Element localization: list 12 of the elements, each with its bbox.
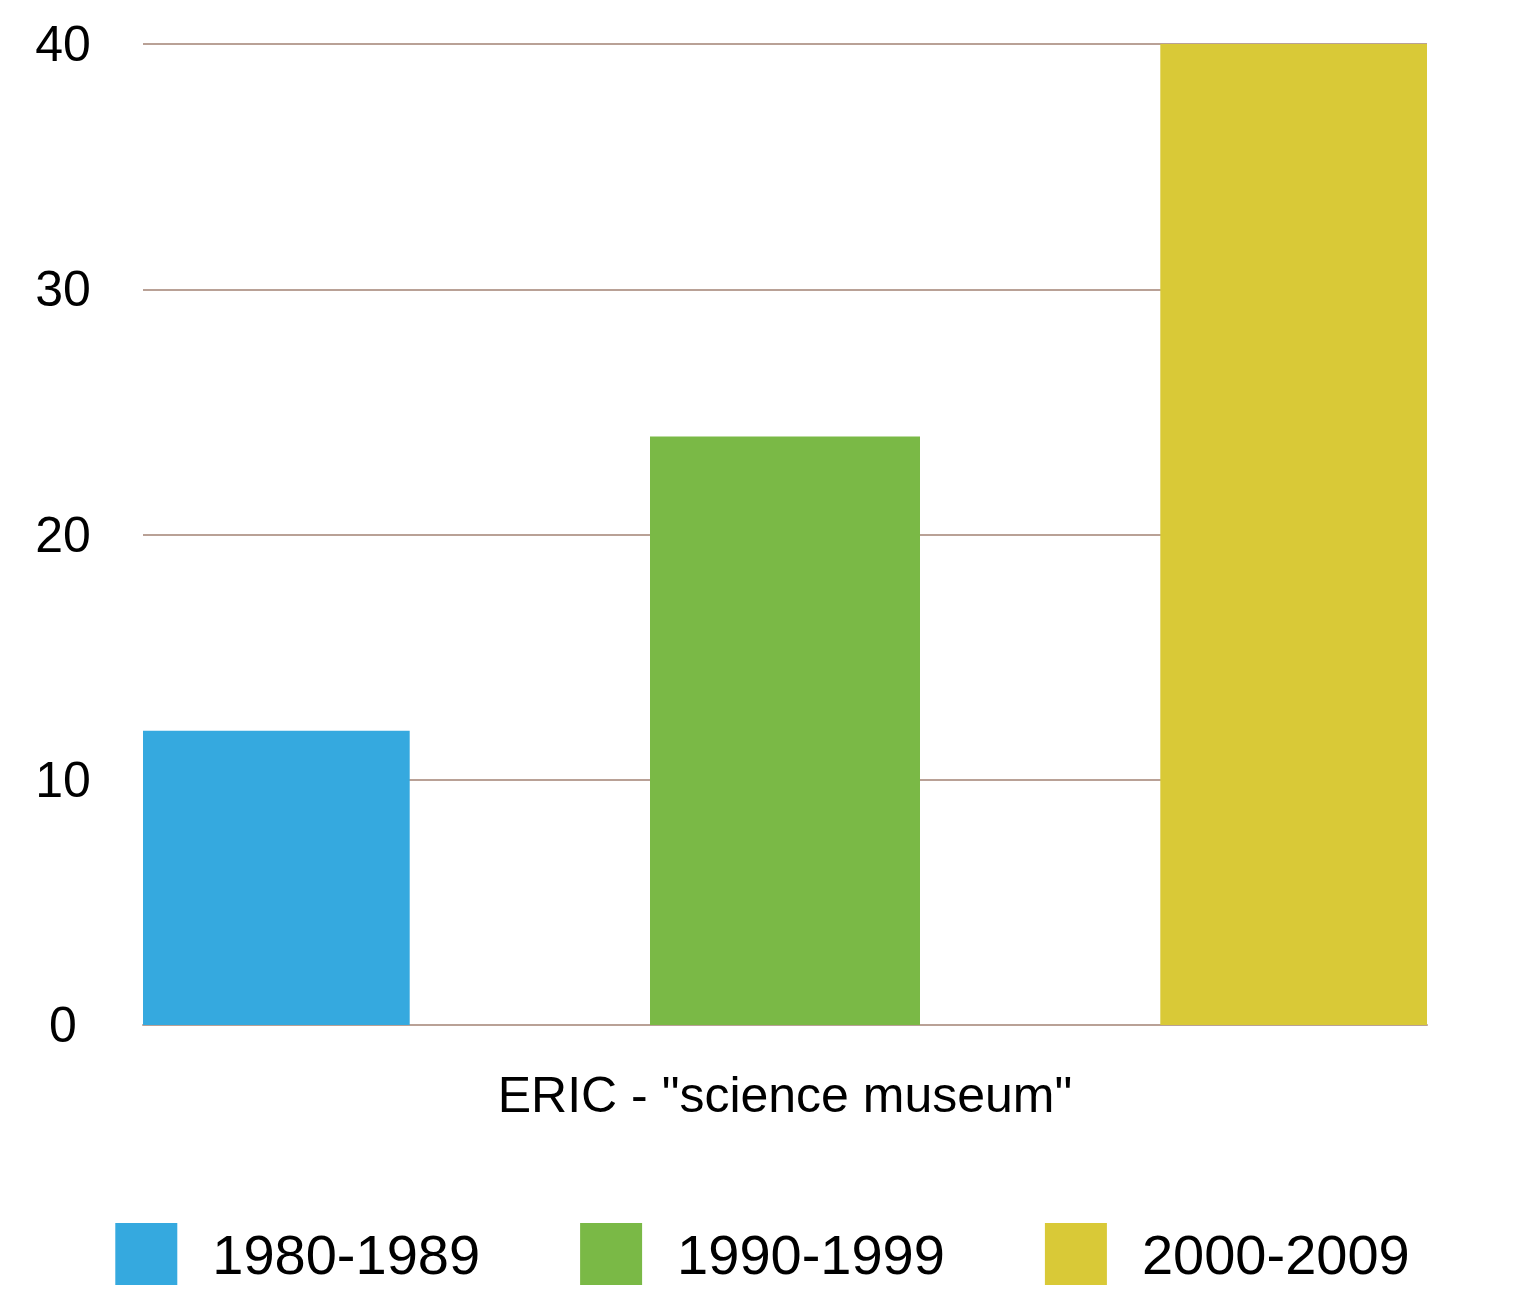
legend-label: 1990-1999 [677,1222,945,1286]
y-tick-label: 0 [49,997,77,1053]
legend-label: 1980-1989 [212,1222,481,1286]
y-tick-label: 20 [35,506,91,563]
bar [650,436,920,1025]
y-tick-label: 30 [35,261,91,318]
bar [143,730,410,1025]
y-tick-label: 40 [35,16,91,72]
bar [1160,44,1427,1025]
y-tick-label: 10 [35,751,91,808]
x-tick-label: ERIC - "science museum" [497,1067,1073,1123]
legend-label: 2000-2009 [1141,1222,1410,1286]
